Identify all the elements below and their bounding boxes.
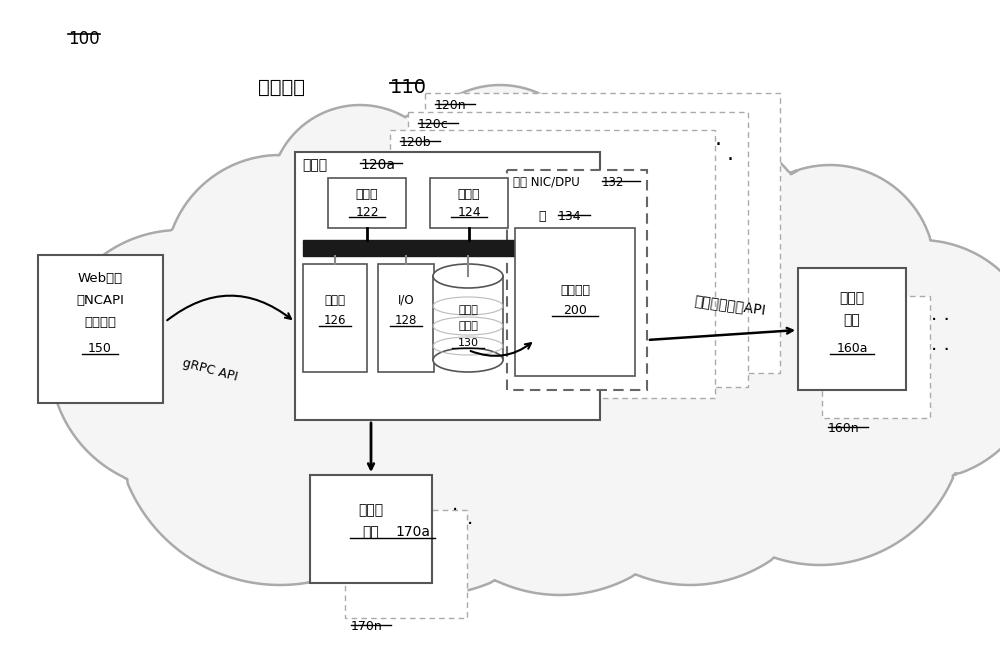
Bar [408,112,748,387]
Bar [38,255,163,403]
Text: 134: 134 [558,210,582,223]
Text: 120n: 120n [435,99,467,112]
Text: （NCAPI: （NCAPI [76,293,124,306]
Circle shape [500,180,780,460]
Text: 智能 NIC/DPU: 智能 NIC/DPU [513,176,580,189]
Text: 110: 110 [390,78,427,97]
Circle shape [270,105,450,285]
Text: 160n: 160n [828,422,860,435]
Circle shape [552,107,728,283]
Text: I/O: I/O [398,293,414,306]
Text: · ·: · · [931,341,949,359]
Circle shape [800,240,1000,480]
Bar [515,228,635,376]
Text: 存储器: 存储器 [356,188,378,201]
Bar [425,93,780,373]
Text: 120a: 120a [360,158,395,172]
Text: · ·: · · [931,310,949,330]
Bar [303,240,591,256]
Bar [507,170,647,390]
Circle shape [200,190,480,470]
Text: ·: · [467,515,473,535]
Text: ·: · [714,135,722,155]
Text: 160a: 160a [836,341,868,355]
Circle shape [410,295,710,595]
Text: 服务器: 服务器 [302,158,327,172]
Text: 客户端: 客户端 [358,503,384,517]
Bar [345,510,467,618]
Circle shape [345,165,635,455]
Circle shape [585,130,815,360]
Polygon shape [50,85,1000,595]
Bar [798,268,906,390]
Bar [430,178,508,228]
Text: 核: 核 [538,210,546,223]
Text: 128: 128 [395,313,417,326]
Circle shape [405,85,595,275]
Text: 转换代理: 转换代理 [560,284,590,297]
Bar [295,152,600,420]
Circle shape [545,295,835,585]
Text: 储装置: 储装置 [458,321,478,331]
Text: 120c: 120c [418,118,449,131]
Text: 130: 130 [458,338,479,348]
Text: 170a: 170a [396,525,430,539]
Circle shape [440,115,680,355]
Text: 200: 200 [563,304,587,317]
Bar [328,178,406,228]
Text: 处理器: 处理器 [458,188,480,201]
Ellipse shape [433,348,503,372]
Text: 供应商: 供应商 [839,291,865,305]
Bar [310,475,432,583]
Circle shape [275,285,585,595]
Text: 122: 122 [355,206,379,219]
Text: 170n: 170n [351,620,383,633]
Bar [822,296,930,418]
Circle shape [115,255,445,585]
Text: 100: 100 [68,30,100,48]
Circle shape [295,115,545,365]
Bar [378,264,434,372]
Text: 供应商特定的API: 供应商特定的API [693,293,767,317]
Bar [433,276,503,360]
Text: 本地化: 本地化 [458,305,478,315]
Text: gRPC API: gRPC API [181,357,239,384]
Text: 126: 126 [324,313,346,326]
Circle shape [165,155,395,385]
Text: 显示器: 显示器 [324,293,346,306]
Text: ·: · [726,150,734,170]
Text: 节点: 节点 [363,525,379,539]
Circle shape [725,165,935,375]
Text: Web服务: Web服务 [77,272,123,284]
Text: ·: · [452,501,458,519]
Text: 数据中心: 数据中心 [258,78,305,97]
Text: 150: 150 [88,341,112,355]
Ellipse shape [433,264,503,288]
Text: 客户端）: 客户端） [84,315,116,328]
Circle shape [655,195,925,465]
Text: 120b: 120b [400,136,432,149]
Text: 132: 132 [602,176,624,189]
Bar [303,264,367,372]
Circle shape [50,230,310,490]
Text: 124: 124 [457,206,481,219]
Text: 固件: 固件 [844,313,860,327]
Bar [390,130,715,398]
Circle shape [675,275,965,565]
